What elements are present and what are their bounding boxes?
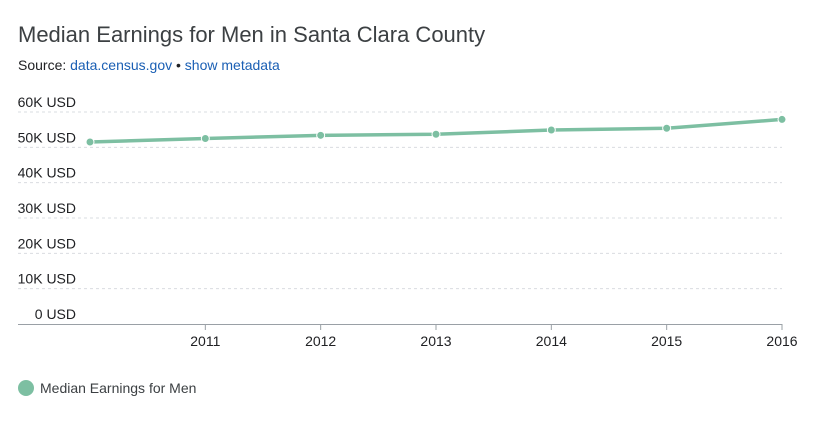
source-separator: • <box>172 57 185 73</box>
line-chart: 0 USD 10K USD 20K USD 30K USD 40K USD 50K USD… <box>18 95 798 349</box>
data-point <box>85 137 95 147</box>
y-tick-label: 60K USD <box>18 95 76 110</box>
source-prefix: Source: <box>18 57 71 73</box>
y-tick-label: 40K USD <box>18 165 76 181</box>
x-axis: 2011 2012 2013 2014 2015 2016 <box>18 324 798 349</box>
legend[interactable]: Median Earnings for Men <box>18 380 196 396</box>
x-tick-label: 2014 <box>536 333 567 349</box>
x-tick-label: 2016 <box>766 333 797 349</box>
x-tick-label: 2011 <box>190 333 220 349</box>
show-metadata-link[interactable]: show metadata <box>184 57 280 73</box>
data-point <box>546 125 556 135</box>
x-tick-label: 2013 <box>420 333 451 349</box>
series-median-earnings <box>85 114 787 147</box>
x-tick-label: 2015 <box>651 333 682 349</box>
y-tick-label: 20K USD <box>18 235 76 251</box>
y-axis-ticks: 0 USD 10K USD 20K USD 30K USD 40K USD 50K USD… <box>18 95 76 322</box>
y-tick-label: 30K USD <box>18 200 76 216</box>
gridlines <box>18 111 782 290</box>
data-point <box>662 123 672 133</box>
y-tick-label: 10K USD <box>18 271 76 287</box>
source-line: Source: data.census.gov • show metadata <box>18 57 280 73</box>
data-point <box>200 134 210 143</box>
y-tick-label: 50K USD <box>18 129 76 145</box>
legend-swatch <box>18 380 34 396</box>
data-point <box>431 129 441 139</box>
x-tick-label: 2012 <box>305 333 336 349</box>
source-link[interactable]: data.census.gov <box>70 57 173 73</box>
data-point <box>316 130 326 140</box>
y-tick-label: 0 USD <box>35 306 76 322</box>
data-point <box>777 114 787 124</box>
chart-title: Median Earnings for Men in Santa Clara C… <box>18 22 486 47</box>
legend-label: Median Earnings for Men <box>40 380 197 396</box>
